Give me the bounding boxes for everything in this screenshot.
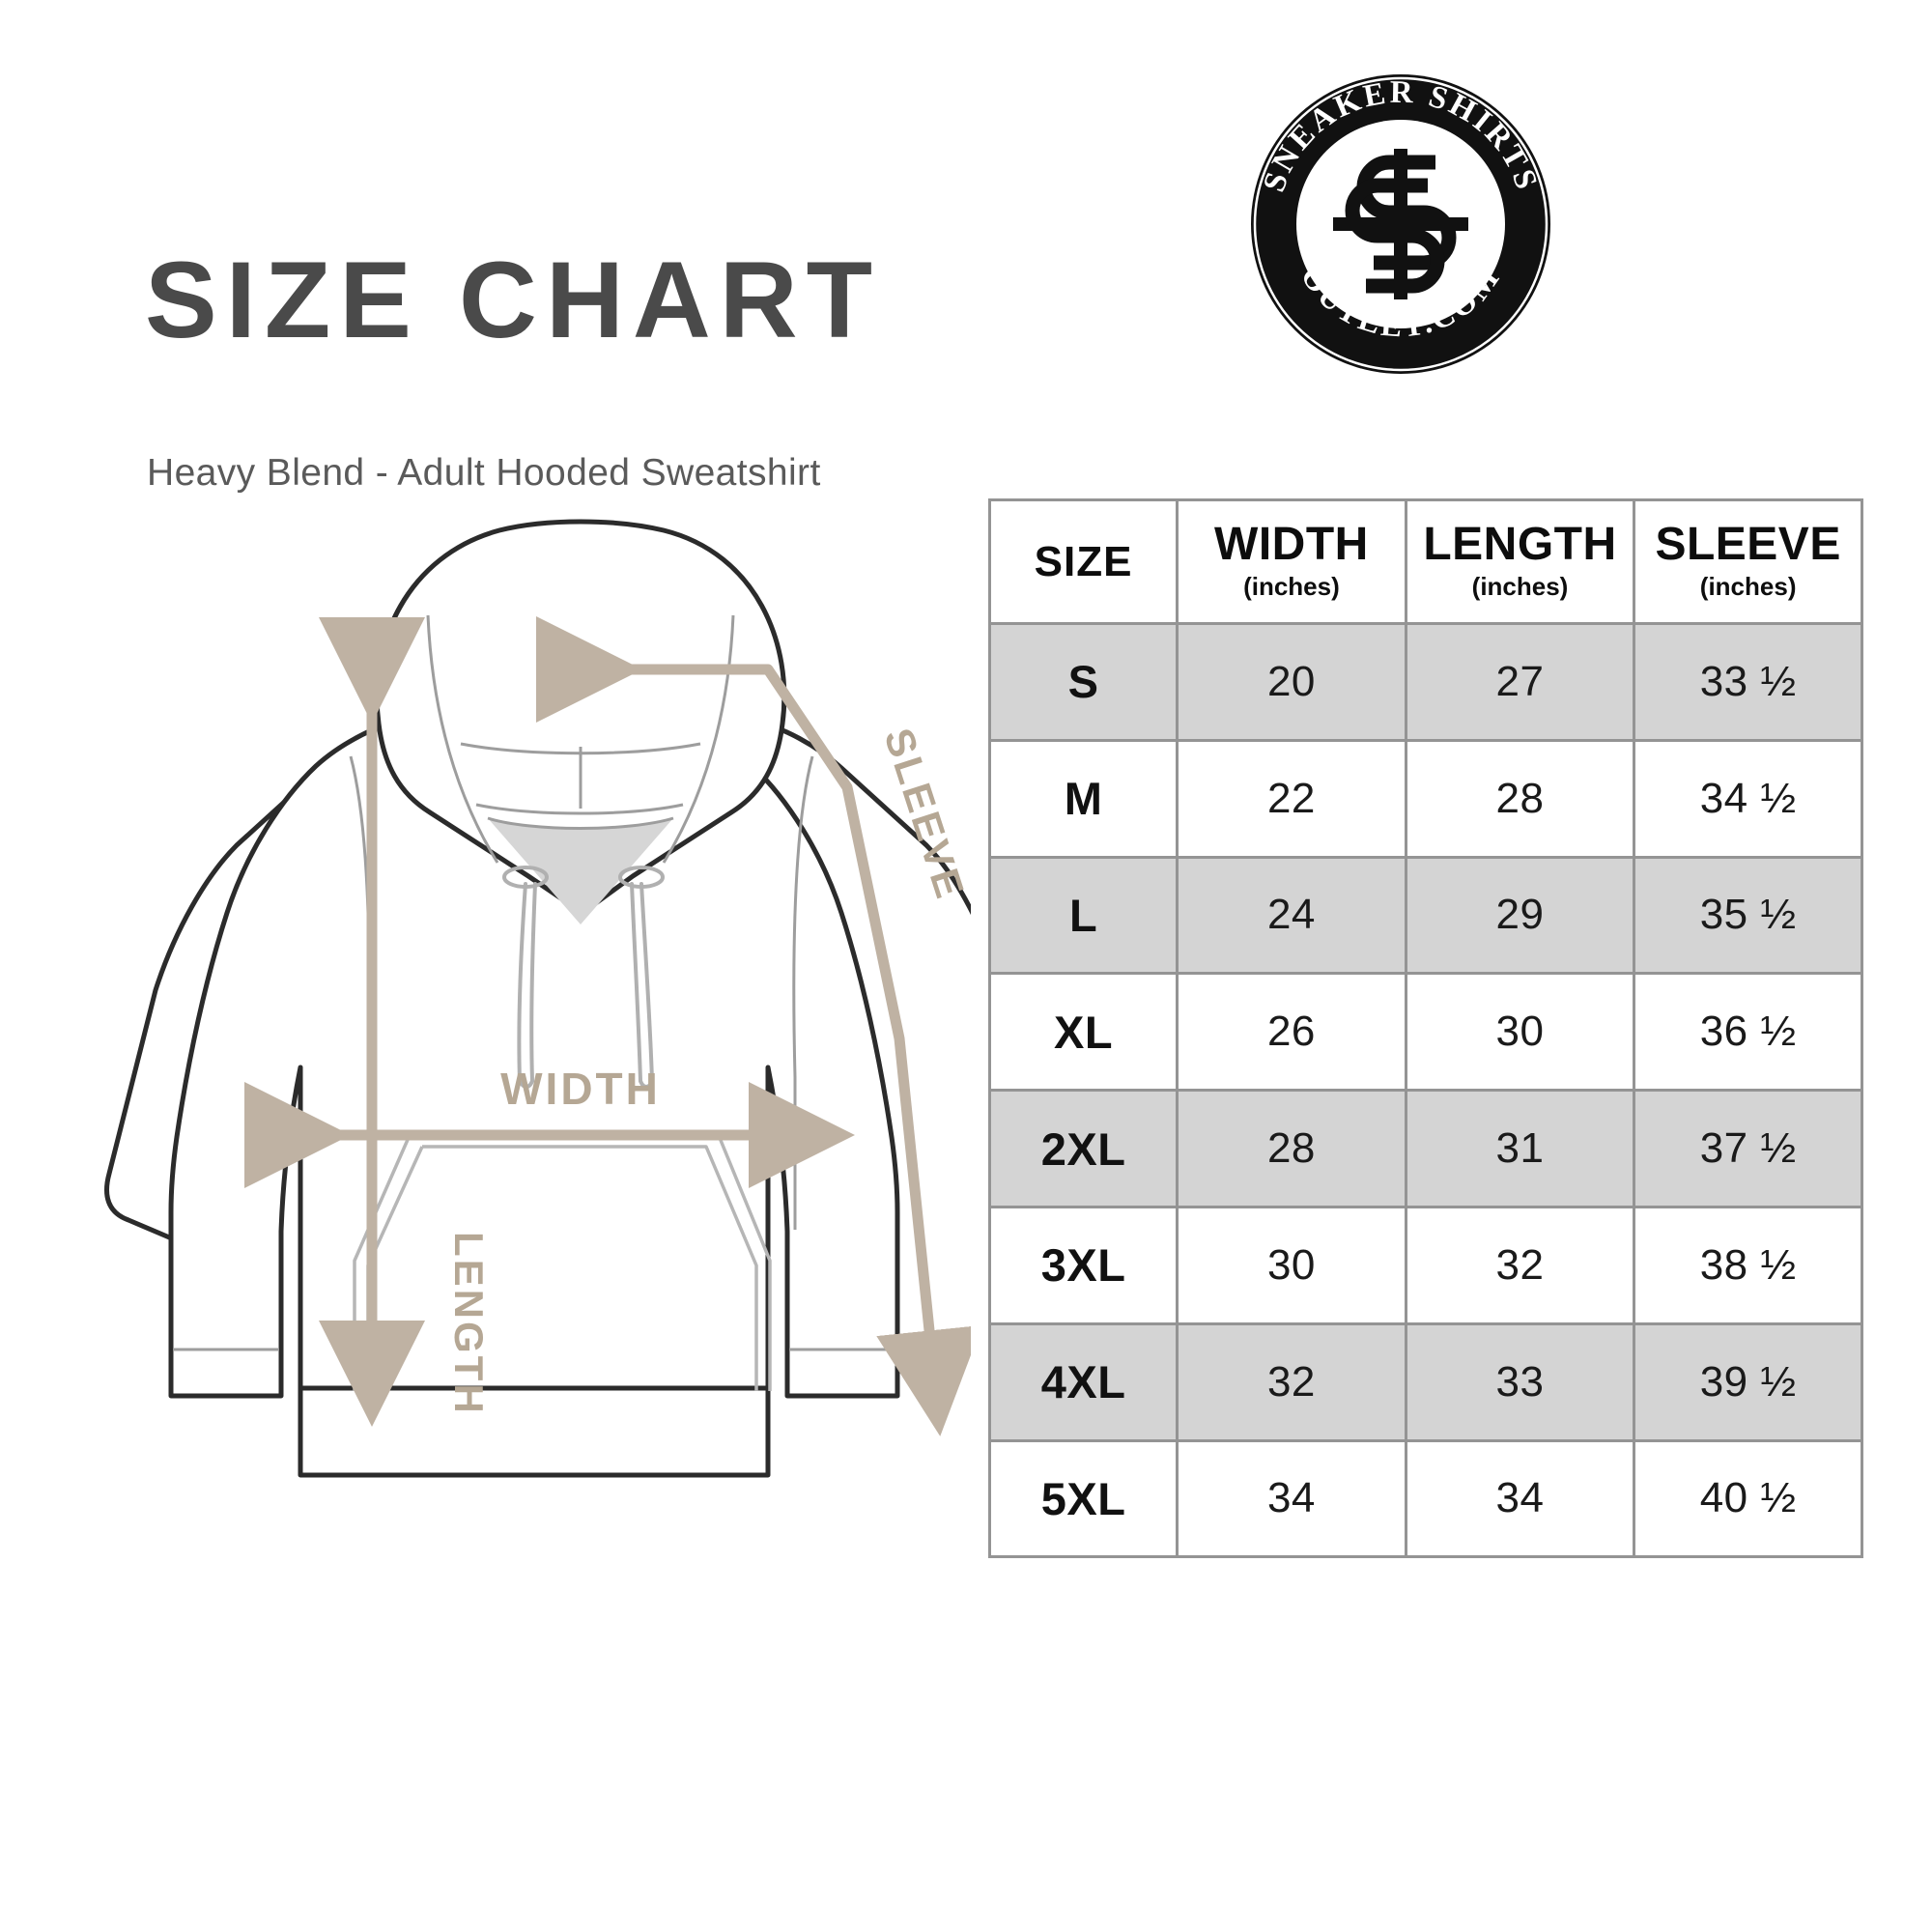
table-row: 4XL 32 33 39 ½ <box>987 1321 1863 1442</box>
col-header-length-units: (inches) <box>1471 572 1569 601</box>
table-row: M 22 28 34 ½ <box>987 738 1863 859</box>
cell-size: L <box>987 855 1179 976</box>
cell-size: S <box>987 622 1179 742</box>
cell-sleeve: 40 ½ <box>1633 1438 1863 1559</box>
cell-sleeve: 35 ½ <box>1633 855 1863 976</box>
size-table-container: SIZE WIDTH (inches) LENGTH (inches) SLEE… <box>987 498 1863 1559</box>
cell-width: 32 <box>1176 1321 1407 1442</box>
size-table-header: SIZE WIDTH (inches) LENGTH (inches) SLEE… <box>987 498 1863 625</box>
cell-length: 27 <box>1404 622 1636 742</box>
col-header-size: SIZE <box>987 498 1179 625</box>
cell-width: 24 <box>1176 855 1407 976</box>
cell-length: 30 <box>1404 972 1636 1093</box>
col-header-sleeve: SLEEVE (inches) <box>1633 498 1863 625</box>
table-row: S 20 27 33 ½ <box>987 622 1863 742</box>
col-header-sleeve-units: (inches) <box>1699 572 1797 601</box>
size-table: SIZE WIDTH (inches) LENGTH (inches) SLEE… <box>987 498 1863 1559</box>
cell-width: 28 <box>1176 1089 1407 1208</box>
col-header-width-units: (inches) <box>1243 572 1340 601</box>
col-header-width-label: WIDTH <box>1214 519 1369 570</box>
table-row: 3XL 30 32 38 ½ <box>987 1205 1863 1325</box>
cell-sleeve: 36 ½ <box>1633 972 1863 1093</box>
cell-length: 28 <box>1404 738 1636 859</box>
cell-size: 5XL <box>987 1438 1179 1559</box>
cell-size: 4XL <box>987 1321 1179 1442</box>
cell-length: 34 <box>1404 1438 1636 1559</box>
col-header-size-label: SIZE <box>1034 537 1133 585</box>
hood-inner-left-seam <box>426 614 499 864</box>
cell-size: 3XL <box>987 1205 1179 1325</box>
col-header-length: LENGTH (inches) <box>1404 498 1636 625</box>
header-row: SIZE WIDTH (inches) LENGTH (inches) SLEE… <box>987 498 1863 625</box>
cell-sleeve: 33 ½ <box>1633 622 1863 742</box>
cell-width: 30 <box>1176 1205 1407 1325</box>
cell-size: 2XL <box>987 1089 1179 1208</box>
measurement-arrows <box>244 616 971 1436</box>
cell-size: M <box>987 738 1179 859</box>
cell-length: 29 <box>1404 855 1636 976</box>
cell-width: 22 <box>1176 738 1407 859</box>
table-row: 5XL 34 34 40 ½ <box>987 1438 1863 1559</box>
table-row: 2XL 28 31 37 ½ <box>987 1089 1863 1208</box>
length-label: LENGTH <box>446 1232 492 1416</box>
col-header-width: WIDTH (inches) <box>1176 498 1407 625</box>
brand-logo: SNEAKER SHIRTS OUTLET.COM <box>1246 70 1555 379</box>
cell-sleeve: 38 ½ <box>1633 1205 1863 1325</box>
cell-length: 31 <box>1404 1089 1636 1208</box>
sleeve-arrow <box>536 616 971 1436</box>
cell-sleeve: 39 ½ <box>1633 1321 1863 1442</box>
logo-monogram <box>1333 149 1468 299</box>
cell-length: 33 <box>1404 1321 1636 1442</box>
page-title: SIZE CHART <box>145 240 881 360</box>
table-row: L 24 29 35 ½ <box>987 855 1863 976</box>
col-header-length-label: LENGTH <box>1423 519 1617 570</box>
page-subtitle: Heavy Blend - Adult Hooded Sweatshirt <box>147 452 821 494</box>
cell-length: 32 <box>1404 1205 1636 1325</box>
cell-width: 34 <box>1176 1438 1407 1559</box>
cell-size: XL <box>987 972 1179 1093</box>
cell-sleeve: 34 ½ <box>1633 738 1863 859</box>
col-header-sleeve-label: SLEEVE <box>1655 519 1841 570</box>
cell-width: 20 <box>1176 622 1407 742</box>
cell-width: 26 <box>1176 972 1407 1093</box>
size-table-body: S 20 27 33 ½ M 22 28 34 ½ L 24 29 35 ½ XL 26 30 36 ½ 2XL… <box>987 622 1863 1559</box>
cell-sleeve: 37 ½ <box>1633 1089 1863 1208</box>
table-row: XL 26 30 36 ½ <box>987 972 1863 1093</box>
width-label: WIDTH <box>500 1064 661 1114</box>
hoodie-illustration: WIDTH LENGTH SLEEVE <box>92 497 971 1570</box>
